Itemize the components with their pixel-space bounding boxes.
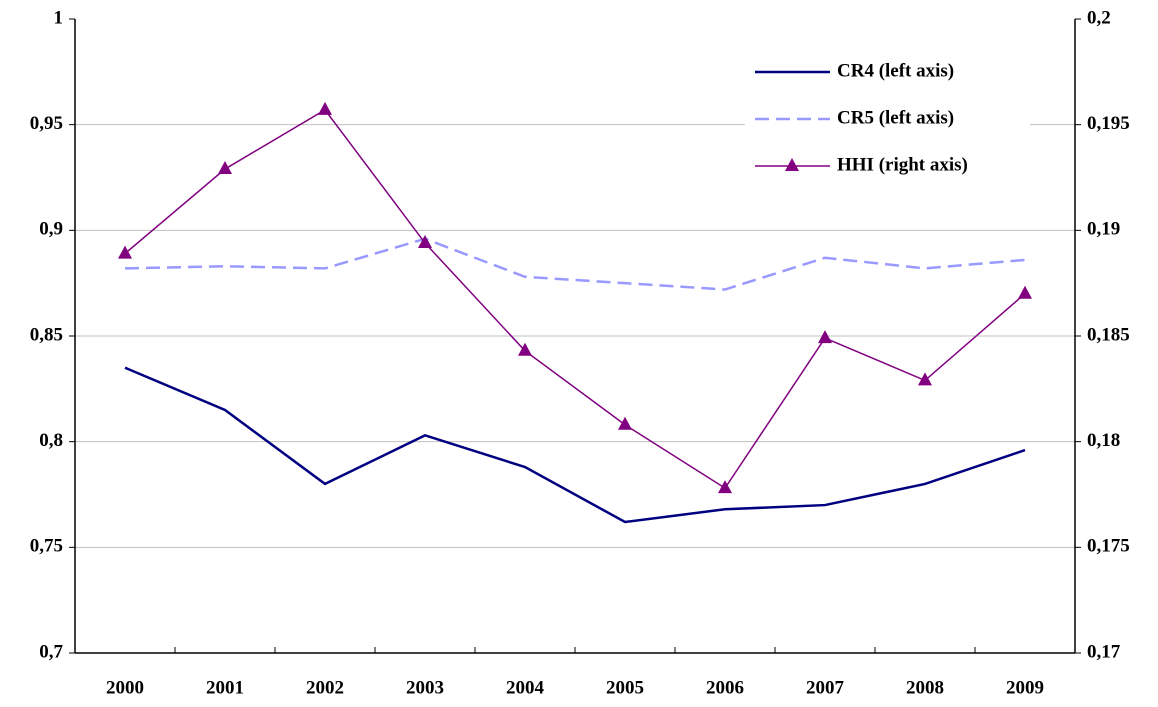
y2-tick-label: 0,18	[1087, 430, 1120, 451]
y-tick-label: 0,9	[39, 219, 63, 240]
data-marker	[718, 480, 732, 494]
x-tick-label: 2008	[906, 677, 944, 698]
data-marker	[918, 372, 932, 386]
x-tick-label: 2007	[806, 677, 845, 698]
series-line	[124, 237, 1026, 291]
data-marker	[518, 342, 532, 356]
y2-tick-label: 0,19	[1087, 219, 1120, 240]
y2-tick-label: 0,185	[1087, 324, 1130, 345]
x-tick-label: 2001	[206, 677, 244, 698]
y-tick-label: 0,7	[39, 641, 63, 662]
y2-tick-label: 0,2	[1087, 7, 1111, 28]
legend-box	[745, 55, 1030, 195]
data-marker	[218, 161, 232, 175]
legend-label: CR5 (left axis)	[837, 107, 954, 128]
x-tick-label: 2002	[306, 677, 344, 698]
y-tick-label: 1	[54, 7, 64, 28]
legend-label: CR4 (left axis)	[837, 60, 954, 81]
data-marker	[1018, 285, 1032, 299]
x-tick-label: 2006	[706, 677, 744, 698]
y2-tick-label: 0,17	[1087, 641, 1121, 662]
data-marker	[818, 330, 832, 344]
x-tick-label: 2000	[106, 677, 144, 698]
y-tick-label: 0,95	[30, 113, 63, 134]
data-marker	[618, 416, 632, 430]
y-tick-label: 0,8	[39, 430, 63, 451]
series-line	[124, 108, 1026, 490]
x-tick-label: 2005	[606, 677, 644, 698]
y2-tick-label: 0,195	[1087, 113, 1130, 134]
series-line	[124, 366, 1026, 524]
data-marker	[418, 235, 432, 249]
y2-tick-label: 0,175	[1087, 536, 1130, 557]
legend-marker	[785, 158, 799, 171]
y-tick-label: 0,85	[30, 324, 63, 345]
x-tick-label: 2003	[406, 677, 444, 698]
y-tick-label: 0,75	[30, 536, 63, 557]
data-marker	[118, 245, 132, 259]
x-tick-label: 2009	[1006, 677, 1044, 698]
data-marker	[318, 101, 332, 115]
legend-label: HHI (right axis)	[837, 154, 968, 175]
x-tick-label: 2004	[506, 677, 545, 698]
